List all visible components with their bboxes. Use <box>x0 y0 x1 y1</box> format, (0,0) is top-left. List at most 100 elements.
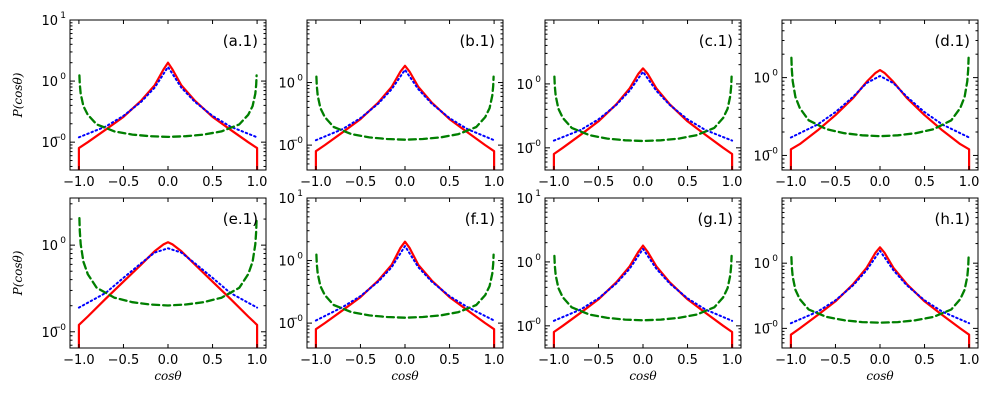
y-tick-label: 10 <box>753 257 770 272</box>
y-tick-exponent: 0 <box>297 314 303 324</box>
y-tick-exponent-sign: − <box>528 139 536 149</box>
y-tick-exponent: 0 <box>297 74 303 84</box>
x-tick-label: 1.0 <box>484 353 505 368</box>
panel-label: (c.1) <box>699 32 733 50</box>
series-green-dashed <box>78 74 258 139</box>
y-tick-exponent: 0 <box>535 75 541 85</box>
x-tick-label: 0.0 <box>395 353 416 368</box>
x-tick-label: 1.0 <box>722 175 743 190</box>
x-tick-label: −1.0 <box>300 175 332 190</box>
x-tick-label: 0.5 <box>677 175 698 190</box>
x-tick-label: −0.5 <box>820 175 852 190</box>
x-tick-label: 1.0 <box>247 175 268 190</box>
x-axis-title: cosθ <box>866 369 894 383</box>
x-tick-label: −0.5 <box>108 353 140 368</box>
plot-area <box>77 217 259 348</box>
y-tick-label: 10 <box>278 192 295 207</box>
x-tick-label: −0.5 <box>345 175 377 190</box>
x-tick-label: −1.0 <box>63 175 95 190</box>
y-tick-label: 10 <box>41 239 58 254</box>
series-green-dashed <box>315 75 495 141</box>
y-tick-label: 10 <box>516 78 533 93</box>
x-tick-label: −0.5 <box>583 175 615 190</box>
x-tick-label: 0.0 <box>158 353 179 368</box>
y-tick-exponent: 0 <box>297 136 303 146</box>
y-axis-title: P(cosθ) <box>11 250 25 296</box>
x-tick-label: 0.0 <box>870 353 891 368</box>
series-blue-dotted <box>552 247 734 322</box>
x-tick-label: 0.5 <box>677 353 698 368</box>
plot-area <box>314 240 496 348</box>
y-tick-label: 10 <box>516 256 533 271</box>
x-tick-label: 0.0 <box>870 175 891 190</box>
y-tick-exponent: 0 <box>60 236 66 246</box>
x-tick-label: 1.0 <box>959 175 980 190</box>
series-green-dashed <box>315 253 495 319</box>
series-green-dashed <box>790 56 970 138</box>
series-green-dashed <box>78 217 258 307</box>
series-green-dashed <box>553 254 733 322</box>
y-tick-exponent: 0 <box>772 254 778 264</box>
subplot: −1.0 −0.5 0.0 0.5 1.010 0−10 0(h.1)cosθ <box>753 197 979 383</box>
y-tick-label: 10 <box>278 77 295 92</box>
y-tick-exponent: 1 <box>297 189 303 199</box>
panel-label: (f.1) <box>465 210 495 228</box>
x-tick-label: 0.0 <box>158 175 179 190</box>
subplot: −1.0 −0.5 0.0 0.5 1.010 0−10 010 1(g.1)cosθ <box>516 189 742 383</box>
plot-area <box>552 244 734 348</box>
x-tick-label: −0.5 <box>820 353 852 368</box>
subplot: −1.0 −0.5 0.0 0.5 1.010 0−10 010 1(a.1)P(cosθ) <box>11 11 267 190</box>
x-axis-title: cosθ <box>391 369 419 383</box>
panel-label: (h.1) <box>934 210 970 228</box>
subplot: −1.0 −0.5 0.0 0.5 1.010 0−10 0(c.1) <box>516 19 743 190</box>
panel-label: (e.1) <box>223 210 258 228</box>
y-tick-label: 10 <box>41 136 58 151</box>
y-tick-exponent: 0 <box>535 253 541 263</box>
x-tick-label: 1.0 <box>484 175 505 190</box>
plot-area <box>77 61 259 170</box>
plot-area <box>789 56 971 170</box>
panel-label: (b.1) <box>459 32 495 50</box>
y-tick-exponent: 0 <box>60 323 66 333</box>
panel-label: (g.1) <box>697 210 733 228</box>
series-blue-dotted <box>77 66 259 139</box>
y-tick-label: 10 <box>41 14 58 29</box>
series-blue-dotted <box>789 249 971 325</box>
x-tick-label: 0.5 <box>914 353 935 368</box>
y-tick-exponent: 0 <box>772 319 778 329</box>
series-red-solid <box>77 241 259 348</box>
x-tick-label: −0.5 <box>108 175 140 190</box>
series-red-solid <box>77 61 259 170</box>
series-blue-dotted <box>789 75 971 139</box>
x-tick-label: −1.0 <box>775 353 807 368</box>
y-tick-label: 10 <box>41 326 58 341</box>
y-tick-label: 10 <box>753 322 770 337</box>
x-tick-label: −1.0 <box>538 353 570 368</box>
series-red-solid <box>552 67 734 170</box>
y-tick-label: 10 <box>516 142 533 157</box>
y-tick-exponent-sign: − <box>765 146 773 156</box>
y-tick-exponent: 1 <box>535 189 541 199</box>
plot-area <box>552 67 734 170</box>
series-green-dashed <box>553 75 733 143</box>
series-red-solid <box>789 246 971 348</box>
series-blue-dotted <box>77 247 259 309</box>
x-tick-label: 0.5 <box>439 175 460 190</box>
subplot: −1.0 −0.5 0.0 0.5 1.010 0−10 0(b.1) <box>278 19 505 190</box>
x-axis-title: cosθ <box>629 369 657 383</box>
y-tick-label: 10 <box>278 317 295 332</box>
y-tick-exponent-sign: − <box>53 323 61 333</box>
y-tick-exponent: 0 <box>60 133 66 143</box>
x-tick-label: 0.5 <box>202 175 223 190</box>
panel-label: (d.1) <box>934 32 970 50</box>
x-tick-label: 1.0 <box>247 353 268 368</box>
y-tick-exponent: 0 <box>772 146 778 156</box>
x-tick-label: −0.5 <box>345 353 377 368</box>
y-tick-exponent-sign: − <box>53 133 61 143</box>
series-blue-dotted <box>314 245 496 322</box>
x-tick-label: 0.0 <box>633 353 654 368</box>
y-tick-label: 10 <box>753 149 770 164</box>
x-tick-label: 0.0 <box>395 175 416 190</box>
y-tick-exponent: 1 <box>60 11 66 21</box>
